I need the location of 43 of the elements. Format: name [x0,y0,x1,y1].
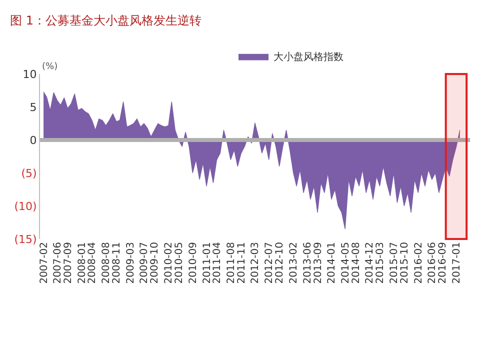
x-tick-label: 2015-03 [374,242,386,284]
x-tick-label: 2007-02 [38,242,50,284]
x-tick-label: 2011-08 [226,242,237,284]
x-tick-label: 2009-03 [125,242,136,284]
x-tick-label: 2014-08 [350,242,362,284]
x-tick-label: 2013-02 [288,242,300,284]
x-tick-label: 2015-07 [388,242,400,284]
y-axis-title: (%) [42,62,58,72]
x-tick-label: 2012-03 [250,242,262,284]
x-tick-label: 2007-06 [52,242,64,284]
x-tick-label: 2017-01 [452,242,463,284]
x-tick-label: 2012-10 [274,242,286,284]
x-tick-label: 2011-01 [202,242,213,284]
x-tick-label: 2008-01 [76,242,88,284]
legend-label: 大小盘风格指数 [274,51,344,64]
y-tick-label: (5) [21,166,37,180]
x-tick-label: 2011-04 [212,242,224,284]
x-tick-label: 2016-02 [413,242,424,284]
x-tick-label: 2014-01 [326,242,338,284]
y-tick-label: (10) [14,200,37,213]
x-tick-label: 2008-04 [87,242,98,284]
y-tick-label: (15) [14,232,37,246]
x-tick-label: 2013-09 [312,242,324,284]
x-tick-label: 2013-06 [302,242,314,284]
y-tick-label: 5 [30,100,37,114]
x-tick-label: 2016-09 [438,242,449,284]
x-tick-label: 2010-09 [188,242,199,284]
x-tick-label: 2007-09 [62,242,74,284]
x-tick-label: 2011-11 [236,242,248,284]
x-tick-label: 2010-05 [174,242,185,284]
x-tick-label: 2008-08 [101,242,112,284]
x-tick-label: 2010-02 [164,242,175,284]
x-tick-label: 2009-10 [150,242,161,284]
y-tick-label: 10 [22,68,37,81]
x-tick-label: 2012-07 [264,242,276,284]
chart-title: 图 1：公募基金大小盘风格发生逆转 [10,14,202,28]
x-tick-label: 2008-11 [112,242,123,284]
x-tick-label: 2015-10 [399,242,410,284]
x-tick-label: 2009-07 [139,242,150,284]
x-tick-label: 2016-06 [427,242,438,284]
x-tick-label: 2014-12 [364,242,376,284]
x-tick-label: 2014-05 [340,242,352,284]
y-tick-label: 0 [30,134,37,147]
